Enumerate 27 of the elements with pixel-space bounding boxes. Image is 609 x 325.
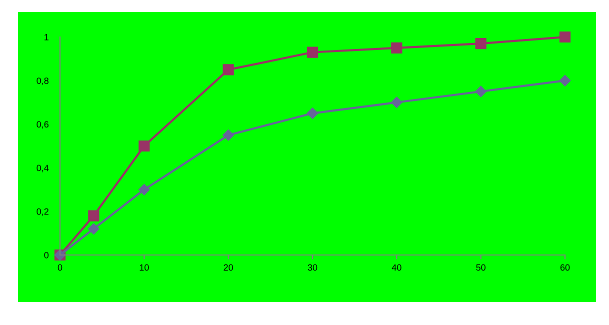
x-tick-label: 30 xyxy=(308,264,318,271)
point xyxy=(475,86,486,98)
x-tick-label: 50 xyxy=(476,264,486,271)
x-tick-label: 40 xyxy=(392,264,402,271)
y-tick-label: 0,6 xyxy=(36,121,48,129)
point xyxy=(306,46,318,58)
point xyxy=(475,38,486,50)
x-tick-label: 60 xyxy=(560,264,570,271)
point xyxy=(559,74,571,86)
y-tick-label: 0,8 xyxy=(36,78,48,86)
y-tick-label: 1 xyxy=(44,34,48,40)
point xyxy=(559,31,571,43)
point xyxy=(222,129,234,141)
point xyxy=(391,96,402,108)
point xyxy=(138,140,150,152)
y-tick-label: 0,4 xyxy=(36,164,49,172)
y-tick-label: 0,2 xyxy=(36,208,48,216)
point xyxy=(222,64,234,76)
point xyxy=(391,42,402,54)
x-tick-label: 0 xyxy=(58,264,62,271)
point xyxy=(88,223,100,234)
point xyxy=(138,184,150,196)
x-tick-label: 20 xyxy=(224,264,233,271)
y-tick-label: 0 xyxy=(44,252,49,258)
x-tick-label: 10 xyxy=(140,264,149,271)
point xyxy=(306,108,318,119)
point xyxy=(88,210,100,222)
